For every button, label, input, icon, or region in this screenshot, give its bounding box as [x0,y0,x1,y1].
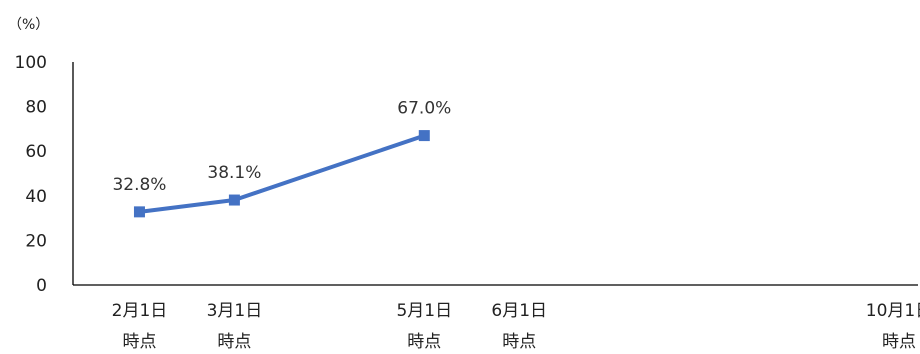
x-category-label-line: 時点 [882,332,916,352]
data-point-marker [228,194,240,206]
y-tick-label: 0 [36,276,47,296]
x-category-label-line: 10月1日 [866,301,920,321]
x-category-label-line: 時点 [122,332,156,352]
x-category-label-line: 3月1日 [207,301,263,321]
x-category-label-line: 時点 [217,332,251,352]
x-category-label-line: 2月1日 [112,301,168,321]
y-tick-label: 80 [25,98,47,118]
x-category-label-line: 6月1日 [491,301,547,321]
y-tick-label: 60 [25,142,47,162]
y-axis-unit-label: （%） [8,17,49,33]
x-category-label: 5月1日時点 [396,301,452,352]
x-category-label-line: 時点 [502,332,536,352]
x-category-label-line: 時点 [407,332,441,352]
y-tick-label: 40 [25,187,47,207]
y-tick-label: 100 [15,53,47,73]
x-category-label: 2月1日時点 [112,301,168,352]
x-category-label: 10月1日時点 [866,301,920,352]
x-axis-categories: 2月1日時点3月1日時点5月1日時点6月1日時点10月1日時点 [112,301,920,352]
data-point-marker [418,130,430,142]
series-group: 32.8% 38.1% 67.0% [112,99,451,218]
data-point-marker [133,206,145,218]
y-tick-label: 20 [25,231,47,251]
y-axis-ticks: 0 20 40 60 80 100 [15,53,47,296]
x-category-label: 3月1日時点 [207,301,263,352]
x-category-label-line: 5月1日 [396,301,452,321]
x-category-label: 6月1日時点 [491,301,547,352]
series-line [139,133,425,214]
data-label: 32.8% [112,175,166,195]
data-label: 67.0% [397,99,451,119]
data-label: 38.1% [207,163,261,183]
